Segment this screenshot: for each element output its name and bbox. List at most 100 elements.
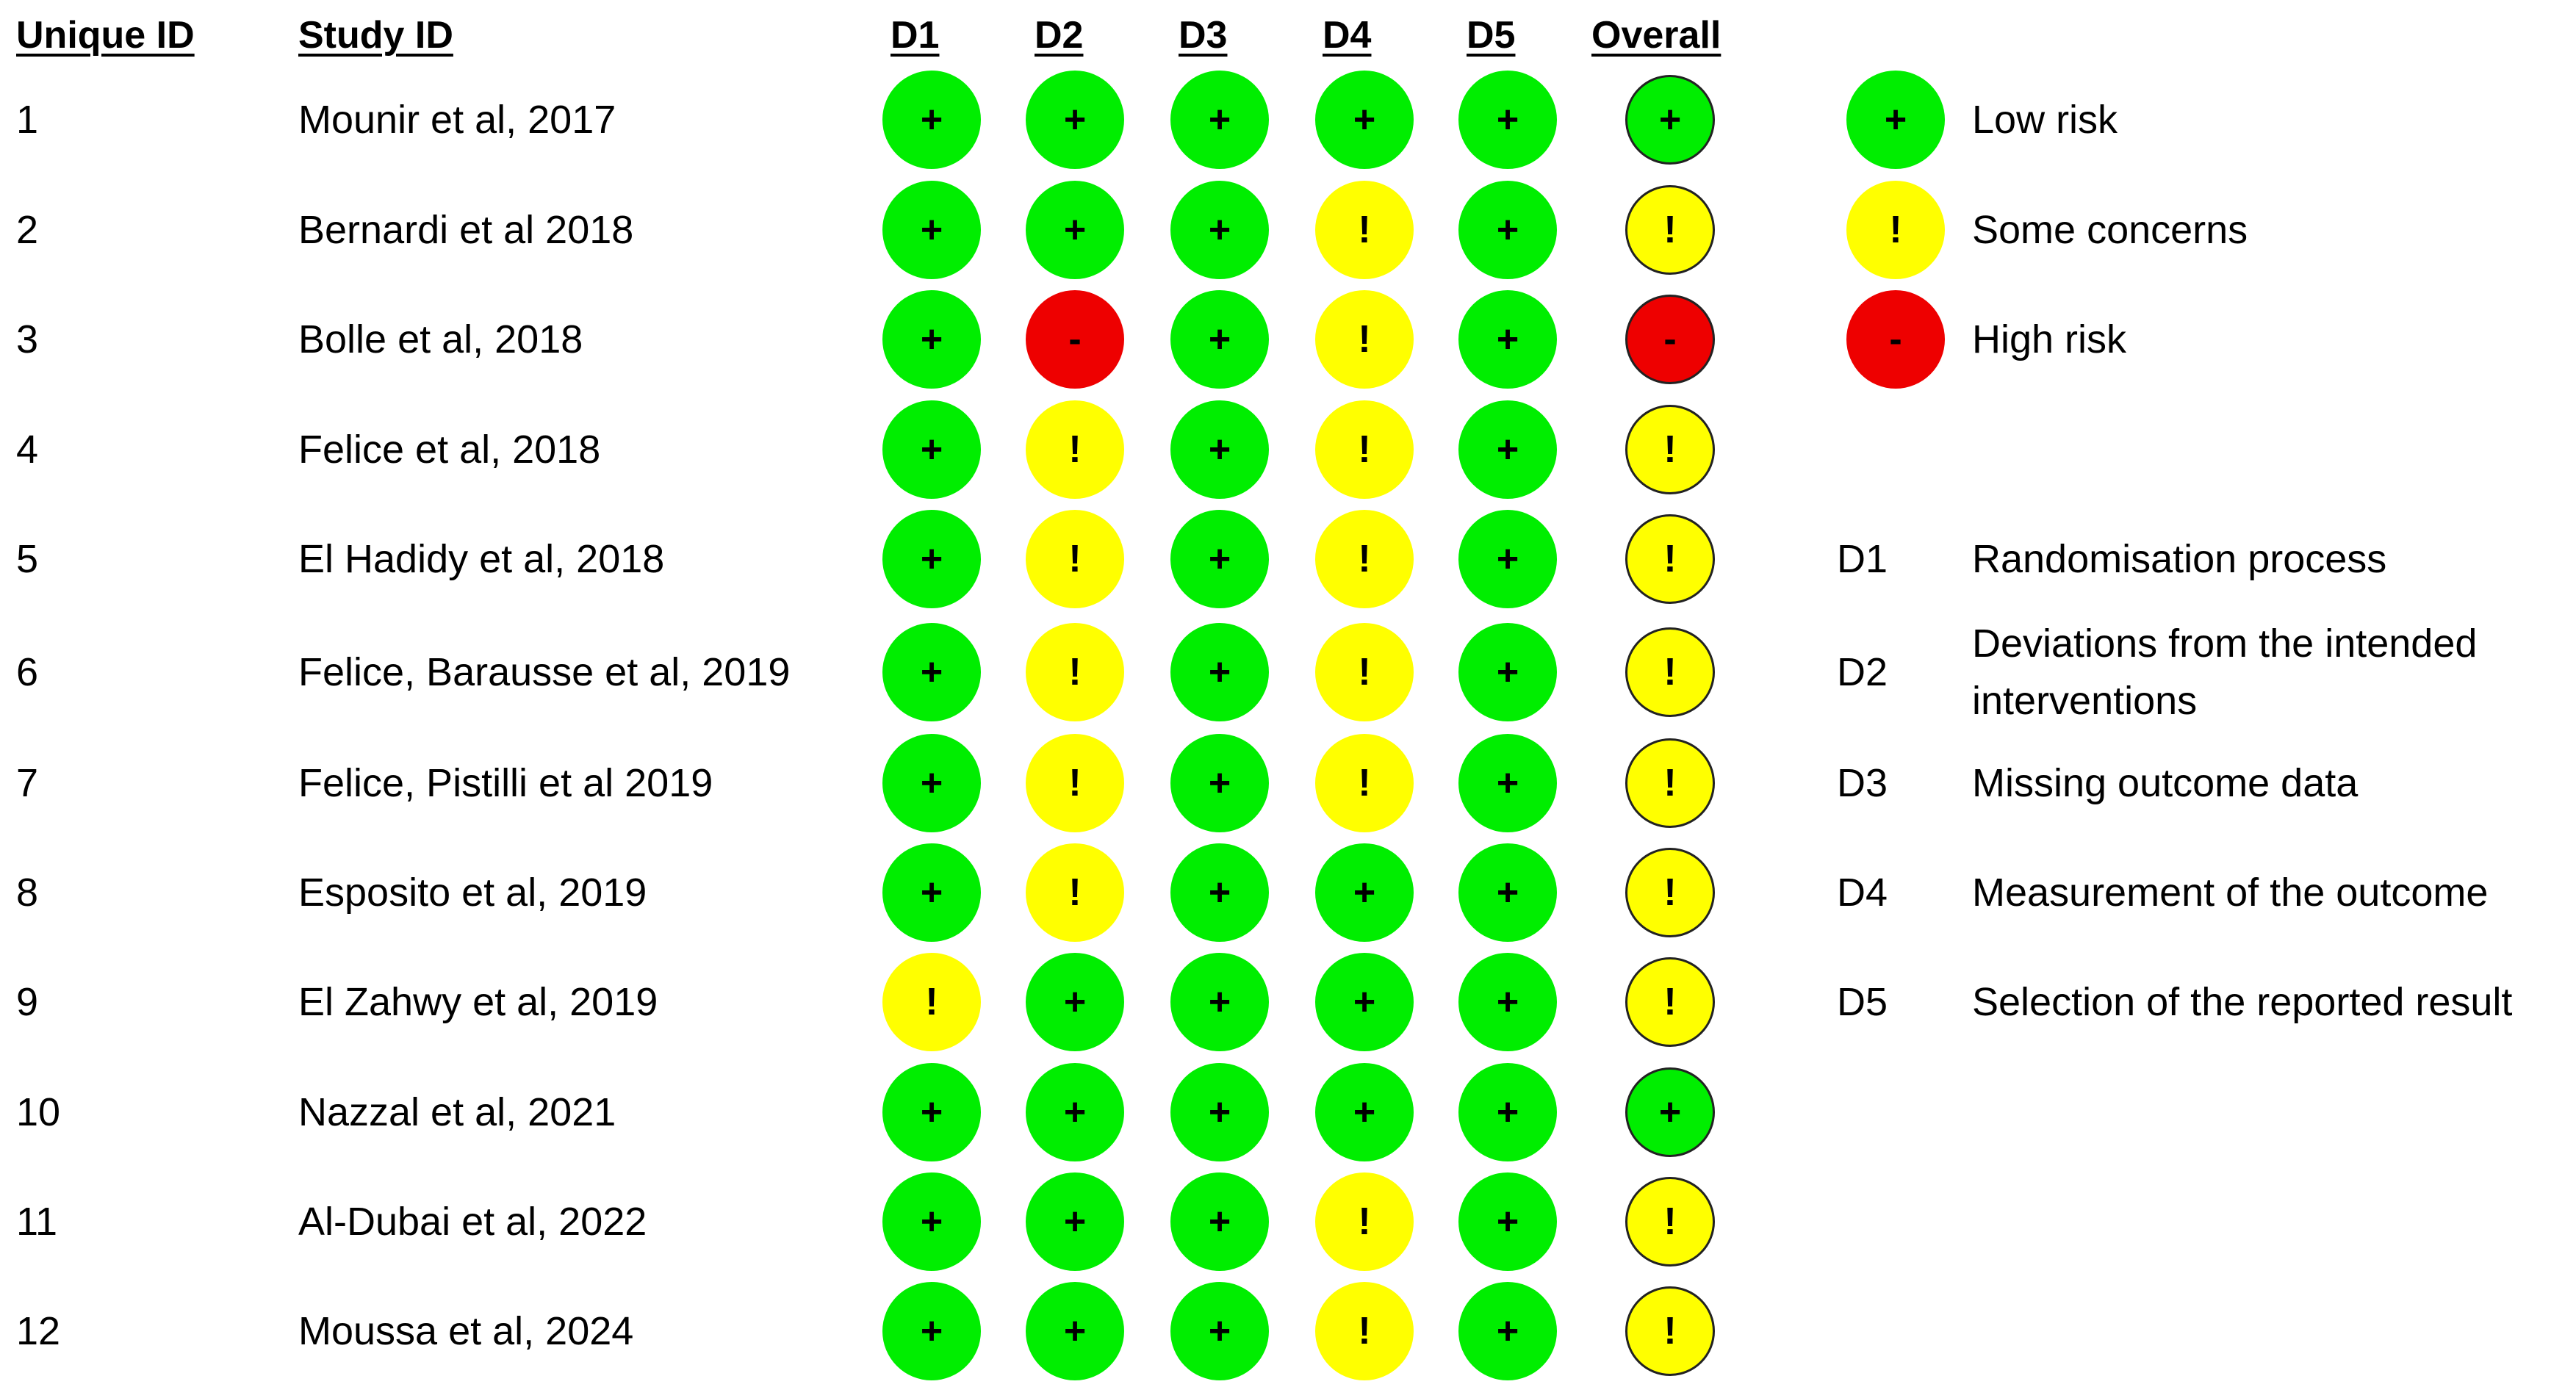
- header-study-id: Study ID: [298, 14, 453, 57]
- judgement-d1-low: +: [882, 181, 981, 279]
- legend-some-label: Some concerns: [1972, 208, 2248, 252]
- judgement-d4-low: +: [1315, 843, 1414, 942]
- judgement-d1-low: +: [882, 623, 981, 721]
- judgement-d1-low: +: [882, 290, 981, 389]
- judgement-d1-some: !: [882, 953, 981, 1051]
- judgement-overall-some: !: [1625, 738, 1715, 828]
- judgement-d5-low: +: [1458, 734, 1557, 832]
- judgement-d1-low: +: [882, 1063, 981, 1161]
- judgement-d4-some: !: [1315, 1282, 1414, 1380]
- legend-high-label: High risk: [1972, 317, 2127, 361]
- header-d2: D2: [1035, 14, 1084, 57]
- legend-domain-code: D5: [1837, 980, 1888, 1024]
- judgement-overall-low: +: [1625, 75, 1715, 165]
- judgement-d1-low: +: [882, 400, 981, 499]
- row-study-id: Bernardi et al 2018: [298, 208, 634, 252]
- row-study-id: Al-Dubai et al, 2022: [298, 1200, 647, 1244]
- judgement-d5-low: +: [1458, 510, 1557, 608]
- judgement-d3-low: +: [1170, 953, 1269, 1051]
- row-study-id: Mounir et al, 2017: [298, 98, 616, 142]
- judgement-d4-low: +: [1315, 1063, 1414, 1161]
- row-study-id: Moussa et al, 2024: [298, 1309, 634, 1353]
- row-unique-id: 9: [16, 980, 39, 1024]
- judgement-d4-some: !: [1315, 510, 1414, 608]
- row-unique-id: 6: [16, 650, 39, 694]
- judgement-overall-some: !: [1625, 185, 1715, 275]
- judgement-d2-some: !: [1026, 510, 1124, 608]
- judgement-d1-low: +: [882, 510, 981, 608]
- judgement-d5-low: +: [1458, 1172, 1557, 1271]
- judgement-d3-low: +: [1170, 1282, 1269, 1380]
- judgement-d3-low: +: [1170, 181, 1269, 279]
- judgement-overall-low: +: [1625, 1067, 1715, 1157]
- judgement-d2-some: !: [1026, 623, 1124, 721]
- row-unique-id: 3: [16, 317, 39, 361]
- row-unique-id: 10: [16, 1090, 61, 1134]
- judgement-d2-some: !: [1026, 843, 1124, 942]
- row-unique-id: 11: [16, 1200, 58, 1244]
- row-study-id: Felice et al, 2018: [298, 428, 601, 472]
- judgement-d5-low: +: [1458, 623, 1557, 721]
- row-study-id: El Zahwy et al, 2019: [298, 980, 658, 1024]
- header-d3: D3: [1179, 14, 1228, 57]
- row-study-id: Bolle et al, 2018: [298, 317, 583, 361]
- legend-domain-code: D1: [1837, 537, 1888, 581]
- legend-domain-label: Deviations from the intended interventio…: [1972, 622, 2478, 723]
- legend-some-icon: !: [1846, 181, 1945, 279]
- legend-domain-label: Missing outcome data: [1972, 761, 2359, 805]
- judgement-d3-low: +: [1170, 290, 1269, 389]
- judgement-overall-high: -: [1625, 295, 1715, 384]
- legend-low-icon: +: [1846, 71, 1945, 169]
- judgement-d5-low: +: [1458, 953, 1557, 1051]
- header-unique-id: Unique ID: [16, 14, 195, 57]
- judgement-d3-low: +: [1170, 734, 1269, 832]
- judgement-d2-high: -: [1026, 290, 1124, 389]
- judgement-d4-low: +: [1315, 953, 1414, 1051]
- judgement-d5-low: +: [1458, 71, 1557, 169]
- judgement-d5-low: +: [1458, 181, 1557, 279]
- judgement-d5-low: +: [1458, 290, 1557, 389]
- row-study-id: Felice, Barausse et al, 2019: [298, 650, 791, 694]
- judgement-d1-low: +: [882, 843, 981, 942]
- legend-high-icon: -: [1846, 290, 1945, 389]
- judgement-d2-low: +: [1026, 1282, 1124, 1380]
- judgement-d2-low: +: [1026, 71, 1124, 169]
- judgement-d4-some: !: [1315, 400, 1414, 499]
- header-d1: D1: [891, 14, 940, 57]
- judgement-d5-low: +: [1458, 843, 1557, 942]
- judgement-overall-some: !: [1625, 405, 1715, 494]
- row-unique-id: 4: [16, 428, 39, 472]
- row-study-id: Felice, Pistilli et al 2019: [298, 761, 713, 805]
- row-unique-id: 2: [16, 208, 39, 252]
- header-d4: D4: [1323, 14, 1372, 57]
- judgement-overall-some: !: [1625, 627, 1715, 717]
- judgement-d3-low: +: [1170, 400, 1269, 499]
- row-unique-id: 8: [16, 871, 39, 915]
- header-overall: Overall: [1591, 14, 1721, 57]
- legend-domain-label: Selection of the reported result: [1972, 980, 2513, 1024]
- judgement-d3-low: +: [1170, 623, 1269, 721]
- row-unique-id: 12: [16, 1309, 61, 1353]
- judgement-d4-some: !: [1315, 734, 1414, 832]
- judgement-d2-some: !: [1026, 400, 1124, 499]
- row-study-id: Nazzal et al, 2021: [298, 1090, 616, 1134]
- judgement-d2-low: +: [1026, 1063, 1124, 1161]
- judgement-d4-some: !: [1315, 623, 1414, 721]
- judgement-d4-some: !: [1315, 1172, 1414, 1271]
- legend-domain-code: D2: [1837, 650, 1888, 694]
- judgement-overall-some: !: [1625, 848, 1715, 937]
- judgement-d1-low: +: [882, 1172, 981, 1271]
- judgement-d5-low: +: [1458, 1282, 1557, 1380]
- judgement-d2-low: +: [1026, 181, 1124, 279]
- judgement-overall-some: !: [1625, 514, 1715, 604]
- judgement-d4-some: !: [1315, 181, 1414, 279]
- judgement-d2-low: +: [1026, 1172, 1124, 1271]
- row-study-id: El Hadidy et al, 2018: [298, 537, 665, 581]
- judgement-d2-low: +: [1026, 953, 1124, 1051]
- judgement-d3-low: +: [1170, 71, 1269, 169]
- legend-domain-label: Randomisation process: [1972, 537, 2387, 581]
- judgement-d2-some: !: [1026, 734, 1124, 832]
- header-d5: D5: [1467, 14, 1516, 57]
- judgement-overall-some: !: [1625, 957, 1715, 1047]
- legend-domain-code: D3: [1837, 761, 1888, 805]
